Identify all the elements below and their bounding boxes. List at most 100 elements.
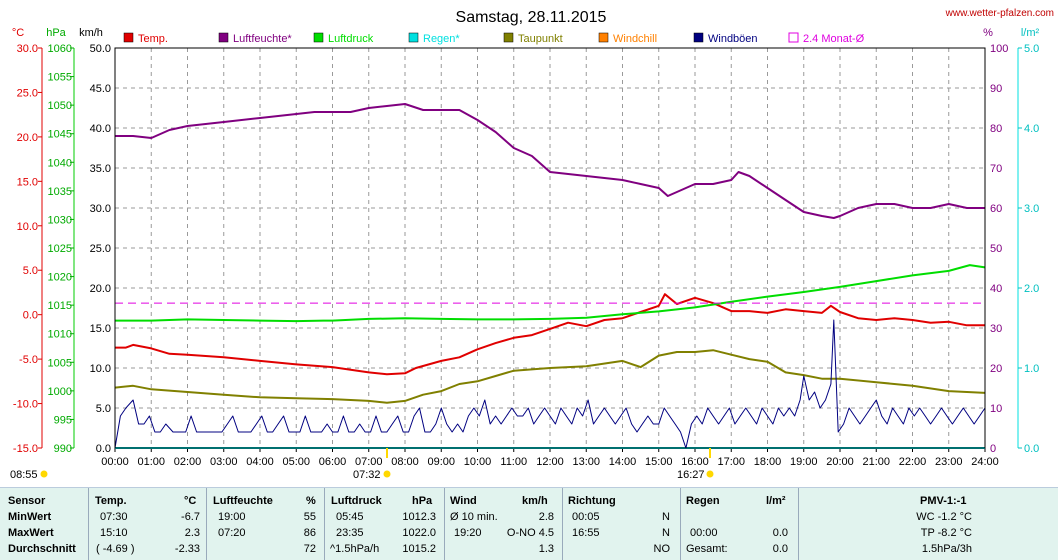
pressure-tick-label: 995 (54, 414, 72, 426)
pressure-tick-label: 1030 (48, 214, 72, 226)
temp-tick-label: 25.0 (17, 87, 38, 99)
legend-label: Windchill (613, 33, 657, 45)
rain-tick-label: 5.0 (1024, 43, 1039, 55)
time-tick-label: 19:00 (790, 456, 818, 468)
temp-tick-label: 5.0 (23, 265, 38, 277)
rain-tick-label: 2.0 (1024, 283, 1039, 295)
hdr-wind: Wind (450, 495, 477, 507)
legend: Temp. Luftfeuchte* Luftdruck Regen* Taupunkt… (123, 32, 865, 45)
time-tick-label: 22:00 (899, 456, 927, 468)
wind-tick-label: 30.0 (90, 203, 111, 215)
grid (115, 48, 985, 448)
humidity-tick-label: 60 (990, 203, 1002, 215)
wind-tick-label: 20.0 (90, 283, 111, 295)
time-tick-label: 18:00 (754, 456, 782, 468)
series-line-temp (115, 293, 985, 376)
legend-label: Temp. (138, 33, 168, 45)
series-line-taupunkt (114, 349, 986, 404)
col-separator (562, 488, 563, 560)
min-dir-time: 00:05 (572, 511, 600, 523)
legend-swatch (123, 32, 134, 43)
min-wind-label: Ø 10 min. (450, 511, 498, 523)
legend-swatch (313, 32, 324, 43)
stats-table: Sensor Temp. °C Luftfeuchte % Luftdruck … (0, 487, 1058, 560)
time-tick-label: 11:00 (500, 456, 527, 468)
min-wind-value: 2.8 (538, 511, 554, 523)
sun-markers: 08:55 07:32 16:27 (10, 448, 714, 481)
wind-tick-label: 35.0 (90, 163, 111, 175)
y-axes: 30.0 25.0 20.0 15.0 10.0 5.0 0.0 -5.0 -10.0 -15.0… (13, 43, 1039, 455)
pressure-tick-label: 1010 (48, 329, 72, 341)
max-press-value: 1022.0 (402, 527, 436, 539)
avg-press-trend: ^1.5hPa/h (330, 543, 380, 555)
humidity-tick-label: 0 (990, 443, 996, 455)
pressure-tick-label: 1060 (48, 43, 72, 55)
col-separator (680, 488, 681, 560)
time-tick-label: 13:00 (572, 456, 600, 468)
avg-wind-value: 1.3 (538, 543, 554, 555)
wind-tick-label: 0.0 (96, 443, 111, 455)
wind-tick-label: 25.0 (90, 243, 111, 255)
temp-tick-label: 15.0 (17, 176, 38, 188)
pressure-tick-label: 1015 (48, 300, 72, 312)
hdr-rain: Regen (686, 495, 720, 507)
min-hum-time: 19:00 (218, 511, 246, 523)
legend-label: Regen* (423, 33, 460, 45)
pressure-tick-label: 1005 (48, 357, 72, 369)
time-tick-label: 05:00 (282, 456, 310, 468)
pressure-tick-label: 1045 (48, 129, 72, 141)
weather-chart: Samstag, 28.11.2015 www.wetter-pfalzen.c… (10, 8, 1054, 481)
legend-label: Luftdruck (328, 33, 374, 45)
row-min-label: MinWert (8, 511, 52, 523)
time-tick-label: 01:00 (137, 456, 165, 468)
temp-tick-label: -5.0 (19, 354, 38, 366)
col-separator (444, 488, 445, 560)
time-tick-label: 15:00 (645, 456, 673, 468)
min-dir-value: N (662, 511, 670, 523)
humidity-tick-label: 50 (990, 243, 1002, 255)
wind-tick-label: 50.0 (90, 43, 111, 55)
time-tick-label: 04:00 (246, 456, 274, 468)
rain-total-value: 0.0 (772, 543, 788, 555)
pressure-tick-label: 1020 (48, 272, 72, 284)
temp-tick-label: 10.0 (17, 221, 38, 233)
pressure-tick-label: 1055 (48, 72, 72, 84)
time-tick-label: 23:00 (935, 456, 963, 468)
rain-tick-label: 1.0 (1024, 363, 1039, 375)
avg-hum-value: 72 (303, 543, 316, 555)
min-temp-time: 07:30 (100, 511, 128, 523)
sunrise-icon (383, 470, 391, 478)
temp-tick-label: 30.0 (17, 43, 38, 55)
rain-tick-label: 0.0 (1024, 443, 1039, 455)
series-line-luftdruck (115, 264, 986, 323)
moonrise-time: 08:55 (10, 469, 38, 481)
col-separator (88, 488, 89, 560)
row-avg-label: Durchschnitt (8, 543, 76, 555)
wind-tick-label: 40.0 (90, 123, 111, 135)
wind-tick-label: 15.0 (90, 323, 111, 335)
max-press-time: 23:35 (336, 527, 364, 539)
legend-swatch (788, 32, 799, 43)
series-line-luftfeuchte (115, 103, 985, 219)
hdr-temp: Temp. (95, 495, 127, 507)
time-tick-label: 03:00 (210, 456, 238, 468)
legend-label: Windböen (708, 33, 758, 45)
sunset-time: 16:27 (677, 469, 705, 481)
hdr-pmv: PMV-1:-1 (920, 495, 967, 507)
col-separator (206, 488, 207, 560)
pmv-line-2: TP -8.2 °C (920, 527, 972, 539)
col-separator (798, 488, 799, 560)
legend-swatch (503, 32, 514, 43)
humidity-tick-label: 40 (990, 283, 1002, 295)
max-dir-value: N (662, 527, 670, 539)
time-tick-label: 09:00 (427, 456, 455, 468)
time-tick-label: 00:00 (101, 456, 129, 468)
time-tick-label: 10:00 (464, 456, 492, 468)
humidity-tick-label: 20 (990, 363, 1002, 375)
hdr-pressure-unit: hPa (412, 495, 433, 507)
pressure-tick-label: 1040 (48, 157, 72, 169)
max-rain-time: 00:00 (690, 527, 718, 539)
sunset-icon (706, 470, 714, 478)
temp-tick-label: 0.0 (23, 310, 38, 322)
legend-swatch (408, 32, 419, 43)
